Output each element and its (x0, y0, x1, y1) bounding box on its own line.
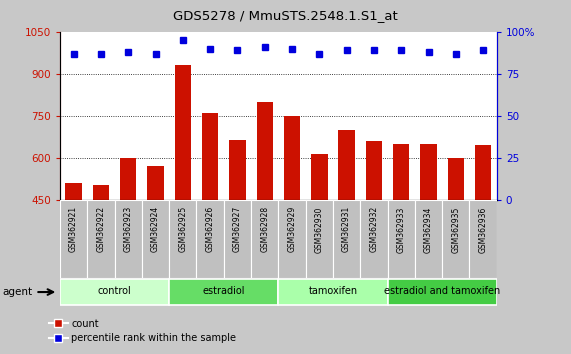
Bar (305, 200, 333, 278)
Bar (175, 65, 191, 200)
Text: GSM362936: GSM362936 (478, 206, 488, 253)
Bar (93, 184, 109, 200)
Text: estradiol: estradiol (203, 286, 245, 297)
Bar (311, 154, 328, 200)
Bar (393, 144, 409, 200)
Bar (469, 200, 497, 278)
Bar (169, 200, 196, 278)
Bar (251, 200, 279, 278)
Bar (87, 200, 115, 278)
Bar (388, 279, 497, 305)
Bar (415, 200, 442, 278)
Bar (229, 140, 246, 200)
Bar (448, 158, 464, 200)
Text: GSM362928: GSM362928 (260, 206, 269, 252)
Bar (388, 200, 415, 278)
Bar (60, 279, 169, 305)
Bar (475, 145, 491, 200)
Text: agent: agent (3, 287, 33, 297)
Bar (66, 183, 82, 200)
Text: GSM362925: GSM362925 (178, 206, 187, 252)
Bar (339, 130, 355, 200)
Bar (202, 113, 218, 200)
Bar (442, 200, 469, 278)
Text: control: control (98, 286, 131, 297)
Text: GSM362922: GSM362922 (96, 206, 106, 252)
Bar (420, 144, 437, 200)
Bar (279, 200, 305, 278)
Text: GSM362929: GSM362929 (288, 206, 296, 252)
Text: GSM362923: GSM362923 (124, 206, 132, 252)
Bar (256, 102, 273, 200)
Bar (169, 279, 279, 305)
Text: tamoxifen: tamoxifen (308, 286, 357, 297)
Bar (147, 166, 164, 200)
Bar (333, 200, 360, 278)
Bar (360, 200, 388, 278)
Bar (196, 200, 224, 278)
Bar (224, 200, 251, 278)
Bar (279, 279, 388, 305)
Bar (60, 200, 87, 278)
Text: GSM362933: GSM362933 (397, 206, 406, 253)
Bar (284, 116, 300, 200)
Bar (365, 141, 382, 200)
Bar (120, 158, 136, 200)
Legend: count, percentile rank within the sample: count, percentile rank within the sample (45, 315, 240, 347)
Text: GSM362935: GSM362935 (451, 206, 460, 253)
Text: estradiol and tamoxifen: estradiol and tamoxifen (384, 286, 500, 297)
Text: GSM362921: GSM362921 (69, 206, 78, 252)
Bar (115, 200, 142, 278)
Bar (142, 200, 169, 278)
Text: GDS5278 / MmuSTS.2548.1.S1_at: GDS5278 / MmuSTS.2548.1.S1_at (173, 9, 398, 22)
Text: GSM362926: GSM362926 (206, 206, 215, 252)
Text: GSM362931: GSM362931 (342, 206, 351, 252)
Text: GSM362930: GSM362930 (315, 206, 324, 253)
Text: GSM362934: GSM362934 (424, 206, 433, 253)
Text: GSM362924: GSM362924 (151, 206, 160, 252)
Text: GSM362927: GSM362927 (233, 206, 242, 252)
Text: GSM362932: GSM362932 (369, 206, 379, 252)
